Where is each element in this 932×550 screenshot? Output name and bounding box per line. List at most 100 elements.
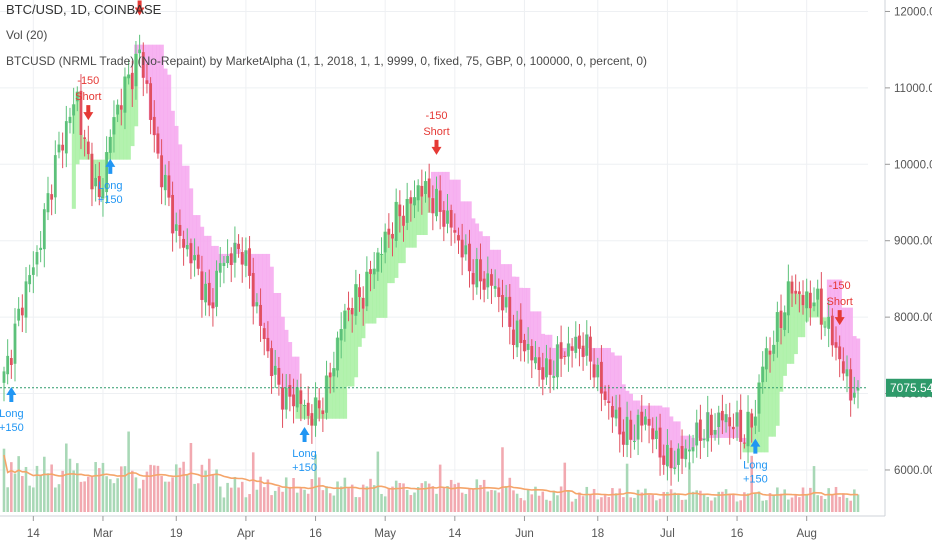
candle-body <box>640 411 644 426</box>
volume-legend[interactable]: Vol (20) <box>6 28 48 42</box>
symbol-legend[interactable]: BTC/USD, 1D, COINBASE <box>6 2 162 17</box>
volume-bar <box>83 481 86 512</box>
volume-bar <box>10 462 13 512</box>
short-trend-band-segment <box>603 347 608 400</box>
time-axis[interactable]: 14 Mar 19 Apr 16 May 14 Jun 18 Jul 16 Aug <box>0 515 885 540</box>
volume-bar <box>57 484 61 512</box>
short-signal-label: Short <box>827 296 853 308</box>
candle-body <box>753 416 757 426</box>
time-axis-label: May <box>374 528 396 540</box>
candle-body <box>556 344 559 378</box>
candle-body <box>306 402 310 416</box>
volume-bar <box>138 488 141 512</box>
volume-bar <box>504 486 508 512</box>
candle-body <box>354 284 358 316</box>
volume-bar <box>28 485 31 512</box>
volume-bar <box>46 473 50 512</box>
volume-bar <box>120 466 123 512</box>
candle-body <box>691 447 695 452</box>
volume-bar <box>442 487 446 512</box>
short-trend-band-segment <box>515 276 520 321</box>
long-trend-band-segment <box>387 234 392 284</box>
volume-bar <box>328 493 332 512</box>
candle-body <box>424 181 427 195</box>
volume-bar <box>721 491 724 512</box>
volume-bar <box>530 494 534 512</box>
candle-body <box>515 320 519 348</box>
short-trend-band-segment <box>152 44 157 136</box>
volume-bar <box>570 501 574 512</box>
volume-bar <box>534 486 537 512</box>
short-trend-band-segment <box>482 236 487 290</box>
volume-bar <box>501 447 504 512</box>
volume-bar <box>464 493 468 512</box>
volume-bar <box>259 476 262 512</box>
short-trend-band-segment <box>595 347 601 365</box>
volume-bar <box>61 470 64 512</box>
candle-body <box>856 387 860 391</box>
candle-body <box>141 52 145 78</box>
candle-body <box>295 387 299 408</box>
volume-bar <box>149 464 152 512</box>
volume-bar <box>794 494 797 512</box>
candle-body <box>578 335 581 349</box>
short-trend-band-segment <box>841 307 846 374</box>
time-axis-label: Aug <box>796 528 816 540</box>
price-axis[interactable]: 6000.007000.008000.009000.0010000.001100… <box>884 0 932 516</box>
candle-body <box>808 292 812 309</box>
long-trend-band-segment <box>420 196 425 236</box>
candle-body <box>797 291 801 295</box>
volume-bar <box>109 479 112 512</box>
candle-body <box>284 387 288 410</box>
candle-body <box>83 137 87 139</box>
time-axis-label: Jun <box>515 528 534 540</box>
strategy-legend[interactable]: BTCUSD (NRML Trade) (No-Repaint) by Mark… <box>6 54 647 68</box>
candle-body <box>677 448 680 465</box>
candle-body <box>585 334 589 356</box>
volume-bar <box>325 486 328 512</box>
candle-body <box>614 409 618 419</box>
volume-bar <box>284 477 288 512</box>
candle-body <box>790 281 794 294</box>
candle-body <box>490 274 493 286</box>
volume-bar <box>669 489 673 512</box>
candle-body <box>288 385 292 397</box>
candle-body <box>383 231 387 253</box>
candle-body <box>61 144 65 151</box>
volume-bar <box>702 493 706 512</box>
candle-body <box>262 328 266 340</box>
price-axis-label: 10000.00 <box>894 159 932 171</box>
candle-body <box>742 442 746 444</box>
candle-body <box>548 359 552 375</box>
long-signal-pnl: +150 <box>98 194 123 206</box>
long-trend-band-segment <box>376 252 381 318</box>
time-axis-label: Apr <box>237 528 255 540</box>
candle-body <box>841 361 845 374</box>
candle-body <box>347 307 350 310</box>
candle-body <box>567 343 570 357</box>
candle-body <box>171 194 174 234</box>
candle-body <box>508 296 512 327</box>
volume-bar <box>189 442 193 512</box>
volume-bar <box>816 495 819 512</box>
volume-bar <box>508 477 512 512</box>
short-trend-band-segment <box>614 355 619 410</box>
volume-bar <box>647 494 651 512</box>
candle-body <box>130 72 134 90</box>
candle-body <box>761 366 765 383</box>
volume-bar <box>233 476 237 512</box>
volume-bar <box>361 484 365 512</box>
volume-bar <box>420 483 424 512</box>
candle-body <box>438 190 442 212</box>
candle-body <box>589 336 592 362</box>
long-trend-band-segment <box>779 328 784 392</box>
short-trend-band-segment <box>170 110 175 234</box>
candle-body <box>695 422 699 446</box>
volume-bar <box>739 500 742 512</box>
volume-bar <box>849 500 852 512</box>
volume-bar <box>32 487 35 512</box>
candle-body <box>497 287 501 297</box>
short-trend-band-segment <box>284 329 289 388</box>
candle-body <box>482 278 486 290</box>
